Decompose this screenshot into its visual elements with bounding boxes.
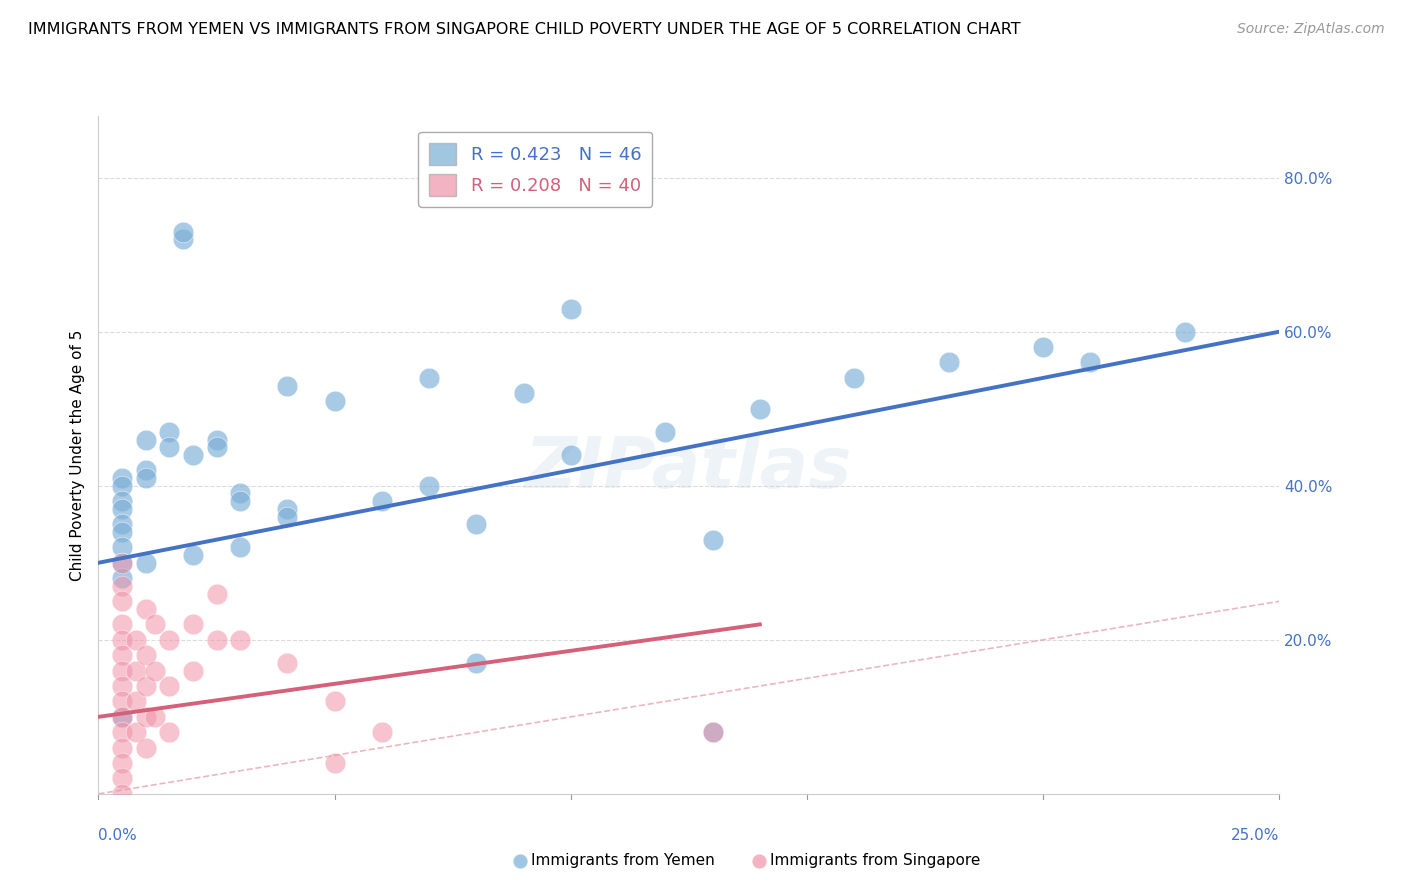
Text: 0.0%: 0.0% <box>98 828 138 843</box>
Point <box>125 725 148 739</box>
Point <box>157 632 180 647</box>
Point <box>560 448 582 462</box>
Point <box>111 541 134 555</box>
Point <box>323 694 346 708</box>
Point <box>229 494 252 508</box>
Point <box>181 548 204 562</box>
Point <box>125 664 148 678</box>
Point <box>135 433 157 447</box>
Point <box>111 632 134 647</box>
Point <box>111 756 134 770</box>
Point <box>111 556 134 570</box>
Point <box>844 371 866 385</box>
Point <box>512 386 534 401</box>
Text: Immigrants from Singapore: Immigrants from Singapore <box>770 854 981 868</box>
Point <box>111 710 134 724</box>
Point <box>143 664 166 678</box>
Point <box>111 571 134 585</box>
Legend: R = 0.423   N = 46, R = 0.208   N = 40: R = 0.423 N = 46, R = 0.208 N = 40 <box>419 132 652 207</box>
Point <box>465 517 488 532</box>
Point <box>135 602 157 616</box>
Point <box>748 401 770 416</box>
Point <box>111 740 134 755</box>
Point <box>125 694 148 708</box>
Point <box>205 440 228 454</box>
Point <box>229 541 252 555</box>
Point <box>938 355 960 369</box>
Point <box>157 725 180 739</box>
Point <box>111 479 134 493</box>
Point <box>323 756 346 770</box>
Point <box>205 433 228 447</box>
Point <box>276 509 298 524</box>
Point <box>111 679 134 693</box>
Point <box>111 664 134 678</box>
Point <box>371 725 394 739</box>
Text: 25.0%: 25.0% <box>1232 828 1279 843</box>
Point <box>143 710 166 724</box>
Text: Immigrants from Yemen: Immigrants from Yemen <box>531 854 716 868</box>
Text: IMMIGRANTS FROM YEMEN VS IMMIGRANTS FROM SINGAPORE CHILD POVERTY UNDER THE AGE O: IMMIGRANTS FROM YEMEN VS IMMIGRANTS FROM… <box>28 22 1021 37</box>
Text: ZIPatlas: ZIPatlas <box>526 434 852 503</box>
Point <box>111 471 134 485</box>
Point <box>560 301 582 316</box>
Point <box>111 787 134 801</box>
Point <box>702 725 724 739</box>
Point <box>229 632 252 647</box>
Point <box>111 710 134 724</box>
Point <box>205 586 228 600</box>
Point <box>157 679 180 693</box>
Point <box>111 556 134 570</box>
Point <box>172 225 194 239</box>
Point <box>135 740 157 755</box>
Point <box>111 694 134 708</box>
Y-axis label: Child Poverty Under the Age of 5: Child Poverty Under the Age of 5 <box>69 329 84 581</box>
Point <box>205 632 228 647</box>
Point <box>702 725 724 739</box>
Point <box>125 632 148 647</box>
Point <box>135 710 157 724</box>
Point <box>654 425 676 439</box>
Point <box>111 517 134 532</box>
Point <box>371 494 394 508</box>
Point <box>111 594 134 608</box>
Point <box>135 556 157 570</box>
Point <box>111 579 134 593</box>
Point <box>111 772 134 786</box>
Point <box>276 656 298 670</box>
Point <box>111 617 134 632</box>
Point <box>111 648 134 663</box>
Point <box>323 394 346 409</box>
Point <box>229 486 252 500</box>
Point <box>1080 355 1102 369</box>
Point <box>181 448 204 462</box>
Point <box>111 501 134 516</box>
Text: Source: ZipAtlas.com: Source: ZipAtlas.com <box>1237 22 1385 37</box>
Point <box>111 725 134 739</box>
Point <box>418 479 440 493</box>
Point <box>111 494 134 508</box>
Point <box>111 524 134 539</box>
Point <box>1032 340 1054 354</box>
Point <box>276 378 298 392</box>
Point <box>181 664 204 678</box>
Point <box>276 501 298 516</box>
Point <box>172 232 194 246</box>
Point <box>135 463 157 477</box>
Point <box>135 679 157 693</box>
Point <box>465 656 488 670</box>
Point <box>157 440 180 454</box>
Point <box>135 471 157 485</box>
Point <box>181 617 204 632</box>
Point <box>135 648 157 663</box>
Point <box>418 371 440 385</box>
Point <box>1174 325 1197 339</box>
Point <box>157 425 180 439</box>
Point <box>143 617 166 632</box>
Point <box>702 533 724 547</box>
